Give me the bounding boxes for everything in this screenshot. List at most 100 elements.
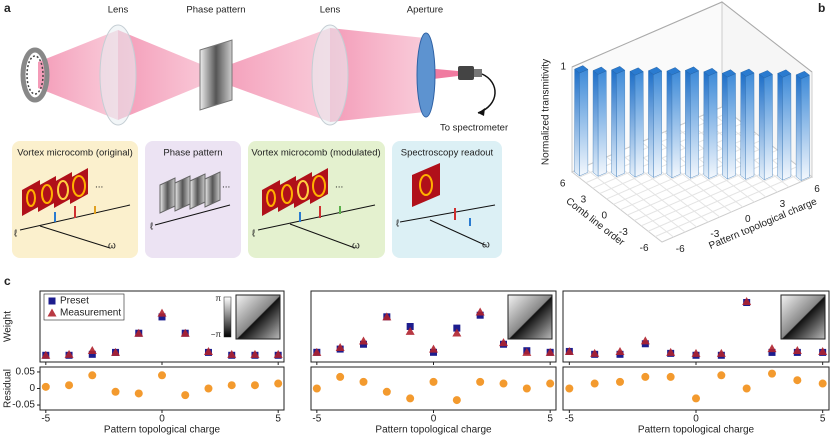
bar-face (629, 70, 636, 178)
phase-stack (154, 171, 231, 226)
point (111, 347, 121, 356)
z-axis-title: Normalized transmitivity (541, 59, 552, 165)
x-axis-title: Pattern topological charge (104, 425, 221, 436)
beam (118, 30, 215, 120)
point (691, 348, 701, 357)
point (429, 344, 438, 353)
point (475, 307, 485, 316)
x-tick-label: 6 (560, 178, 566, 189)
y-tick-label: 6 (814, 184, 820, 195)
residual-point (312, 384, 321, 393)
point (768, 348, 776, 356)
bar-face (763, 74, 773, 181)
z-tick-label: 1 (560, 62, 566, 73)
residual-point (692, 394, 700, 403)
arrow (477, 73, 496, 114)
point (615, 346, 625, 355)
symbol: ℓ (14, 229, 18, 240)
bar (629, 67, 644, 178)
residual-point (793, 376, 802, 385)
bar (703, 68, 718, 180)
point (818, 346, 828, 355)
y-tick-label: -3 (710, 229, 719, 240)
label: To spectrometer (440, 123, 508, 134)
point (88, 350, 96, 358)
setup: Lens Phase pattern Lens Aperture To spec… (20, 5, 508, 134)
point (157, 308, 167, 317)
panel-label: b (818, 1, 825, 15)
bar-face (648, 70, 654, 178)
point (742, 297, 752, 306)
box-title: Vortex microcomb (original) (17, 148, 133, 159)
point (453, 324, 461, 332)
bar (592, 66, 607, 177)
bar-face (690, 70, 699, 179)
box-title: Spectroscopy readout (401, 148, 494, 159)
bar-top (592, 66, 607, 75)
detector (458, 66, 474, 80)
residual-point (134, 389, 143, 398)
point (666, 347, 676, 356)
point (203, 346, 213, 355)
floor-grid (583, 166, 674, 238)
residual-point (111, 387, 120, 396)
residual-point (227, 381, 236, 390)
point (792, 345, 802, 354)
bar-top (777, 69, 792, 78)
point (180, 328, 190, 337)
point (522, 347, 532, 356)
residual-point (65, 381, 74, 390)
bar (721, 69, 736, 180)
aperture (416, 32, 436, 118)
point (359, 336, 368, 345)
phase-inset (507, 294, 553, 340)
residual-point (499, 379, 508, 388)
point (767, 344, 777, 353)
panel-label: c (4, 274, 11, 288)
grid-line (571, 1, 813, 73)
y-tick-label: 0 (29, 383, 35, 394)
residual-point (452, 396, 461, 405)
detector (474, 69, 482, 77)
x-tick-label: 0 (601, 211, 607, 222)
y-tick-label: 0.05 (16, 367, 36, 378)
stage-boxes: Vortex microcomb (original) Phase patter… (12, 141, 502, 258)
x-tick-label: 5 (275, 414, 281, 425)
bar-face (782, 73, 792, 181)
bar-face (592, 70, 599, 177)
bar (684, 66, 700, 179)
point (590, 348, 600, 357)
residual-point (204, 384, 213, 393)
point (405, 326, 415, 335)
symbol: ... (335, 180, 343, 191)
residual-point (250, 381, 259, 390)
beam (215, 28, 330, 122)
bar-face (685, 70, 691, 179)
residual-point (41, 382, 50, 391)
point (227, 349, 237, 358)
stage-box (392, 141, 502, 258)
y-axis-title: Residual (3, 369, 14, 408)
label: Phase pattern (186, 5, 245, 16)
label: Aperture (407, 5, 443, 16)
legend (43, 293, 125, 321)
beam (38, 30, 118, 120)
bar-top (740, 68, 755, 77)
residual-point (274, 379, 283, 388)
bar-face (611, 69, 617, 178)
residual-point (158, 371, 166, 380)
legend-label: Preset (60, 296, 89, 307)
bar-face (653, 70, 662, 178)
bar-top (684, 66, 700, 75)
bar-face (579, 69, 589, 177)
bar-face (777, 72, 783, 181)
bar-face (740, 72, 746, 180)
bar-face (745, 72, 755, 180)
x-tick-label: 0 (431, 414, 437, 425)
legend-marker (47, 308, 57, 317)
ring (20, 47, 50, 103)
point (250, 349, 260, 358)
bar (740, 68, 755, 180)
bar (758, 70, 773, 181)
residual-point (565, 384, 574, 393)
